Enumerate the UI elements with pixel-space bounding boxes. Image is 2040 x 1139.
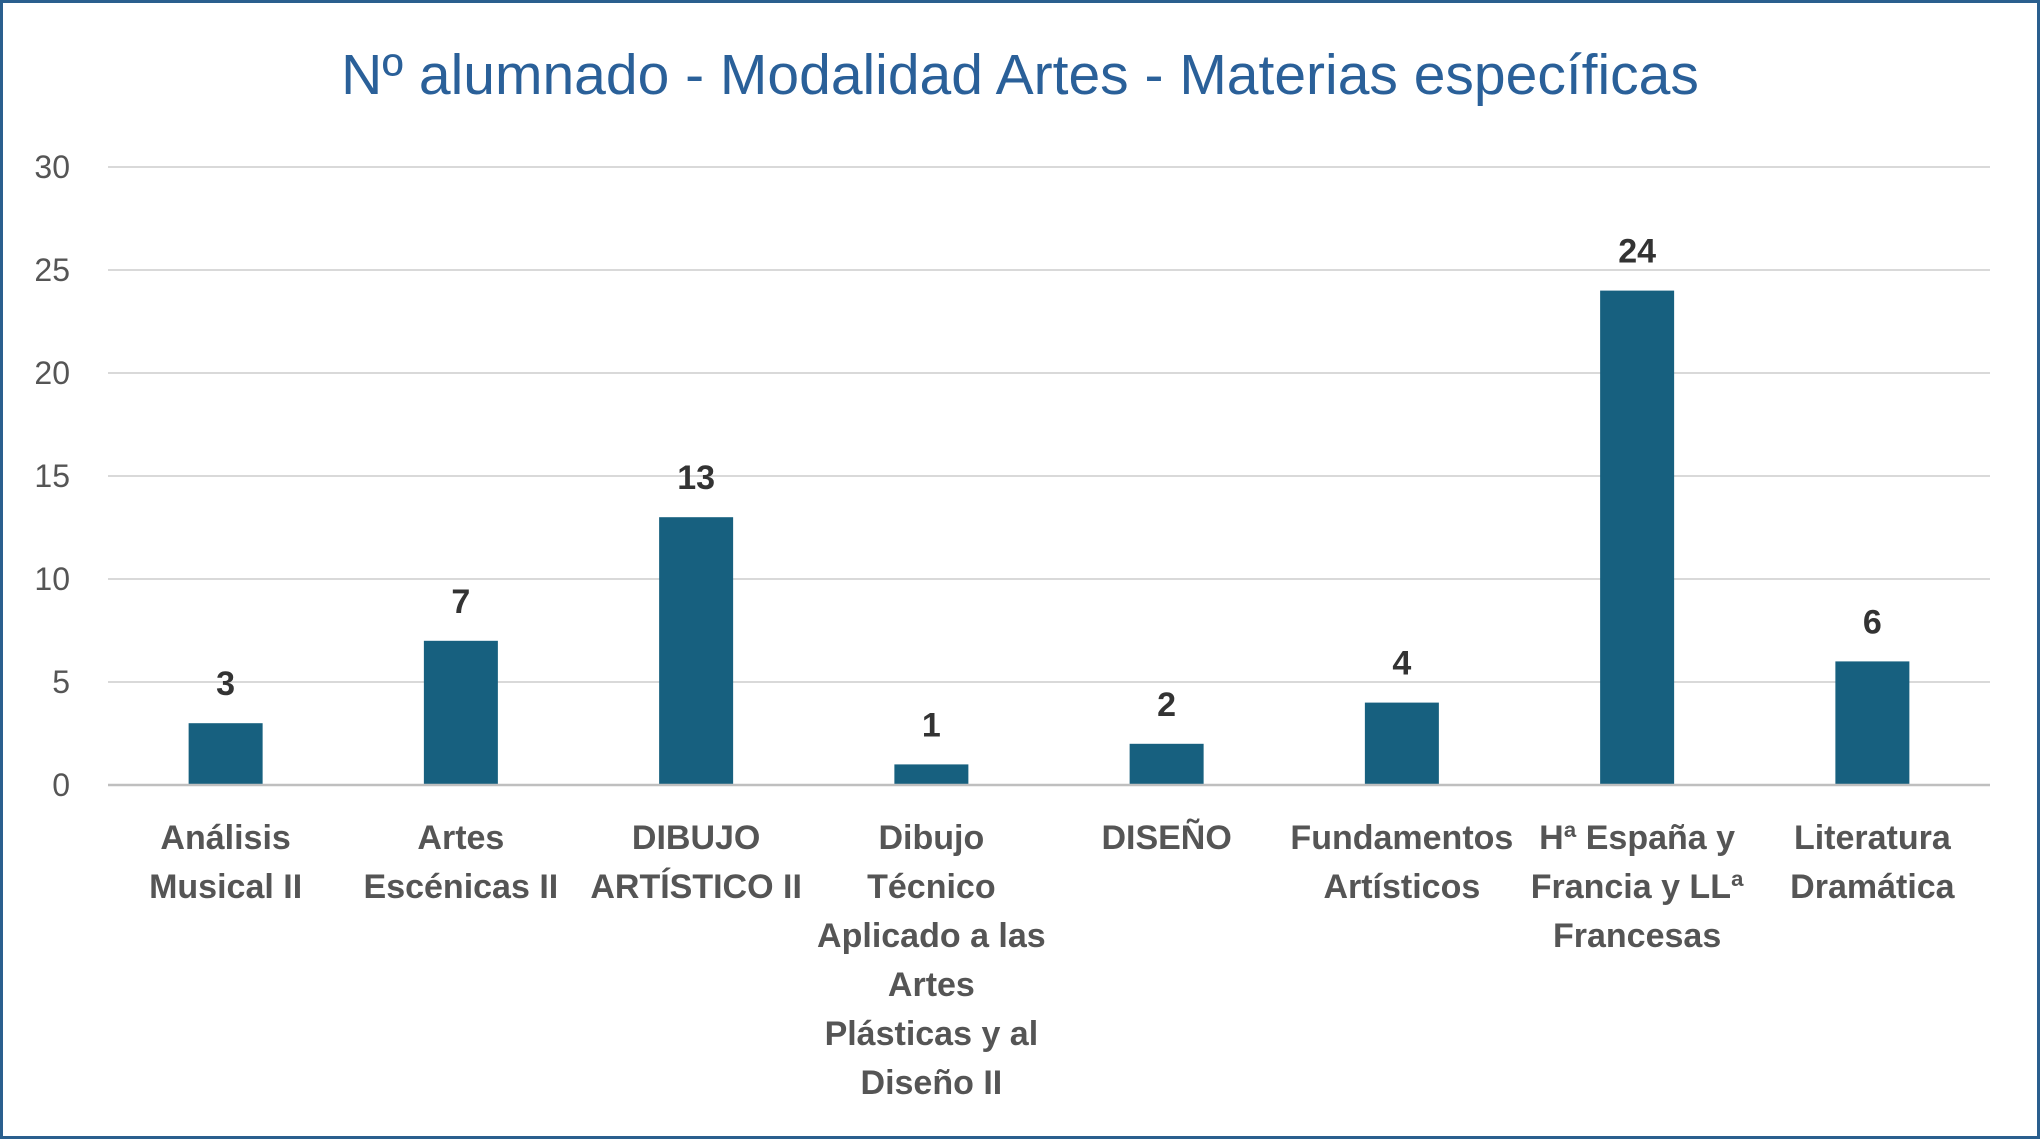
x-tick-label-line: Técnico bbox=[867, 868, 995, 906]
bar bbox=[188, 723, 263, 785]
x-tick-label-line: Análisis bbox=[160, 819, 290, 857]
x-tick-label: Dibujo Técnico Aplicado a las Artes Plástica… bbox=[817, 819, 1046, 1102]
y-tick-label: 5 bbox=[52, 664, 70, 700]
x-tick-label-line: Aplicado a las bbox=[817, 917, 1046, 955]
bar bbox=[659, 517, 734, 785]
x-tick-label-line: DISEÑO bbox=[1101, 819, 1231, 857]
x-tick-label-line: Artes bbox=[417, 819, 504, 857]
bar bbox=[894, 764, 969, 785]
bar bbox=[1835, 661, 1910, 785]
x-tick-label-line: Musical II bbox=[149, 868, 302, 906]
bar bbox=[1364, 702, 1439, 785]
data-label: 2 bbox=[1157, 686, 1176, 724]
x-tick-label: Análisis Musical II bbox=[149, 819, 302, 906]
x-tick-label-line: Plásticas y al bbox=[825, 1015, 1039, 1053]
y-tick-label: 10 bbox=[34, 561, 70, 597]
data-label: 13 bbox=[677, 459, 715, 497]
data-label: 3 bbox=[216, 665, 235, 703]
bar bbox=[1600, 290, 1675, 785]
y-axis-ticks: 0 5 10 15 20 25 30 bbox=[34, 149, 70, 803]
x-tick-label: Hª España y Francia y LLª Francesas bbox=[1531, 819, 1744, 955]
bar bbox=[423, 640, 498, 785]
x-tick-label: Literatura Dramática bbox=[1790, 819, 1956, 906]
y-tick-label: 0 bbox=[52, 767, 70, 803]
y-tick-label: 25 bbox=[34, 252, 70, 288]
bars bbox=[188, 290, 1910, 785]
x-tick-label-line: Dibujo bbox=[878, 819, 984, 857]
x-tick-label-line: Dramática bbox=[1790, 868, 1956, 906]
x-tick-label-line: ARTÍSTICO II bbox=[590, 868, 802, 906]
x-tick-label-line: Fundamentos bbox=[1290, 819, 1513, 857]
chart-title: Nº alumnado - Modalidad Artes - Materias… bbox=[341, 43, 1699, 107]
bar bbox=[1129, 743, 1204, 785]
y-tick-label: 15 bbox=[34, 458, 70, 494]
x-tick-label-line: Francia y LLª bbox=[1531, 868, 1744, 906]
x-axis-ticks: Análisis Musical II Artes Escénicas II DIBUJ… bbox=[149, 819, 1956, 1102]
x-tick-label-line: Escénicas II bbox=[364, 868, 559, 906]
data-label: 7 bbox=[451, 583, 470, 621]
data-label: 6 bbox=[1863, 603, 1882, 641]
x-tick-label-line: Artísticos bbox=[1323, 868, 1480, 906]
x-tick-label: Artes Escénicas II bbox=[364, 819, 559, 906]
x-tick-label-line: DIBUJO bbox=[632, 819, 760, 857]
y-tick-label: 20 bbox=[34, 355, 70, 391]
data-label: 24 bbox=[1618, 233, 1656, 271]
y-tick-label: 30 bbox=[34, 149, 70, 185]
data-label: 4 bbox=[1392, 645, 1411, 683]
x-tick-label: Fundamentos Artísticos bbox=[1290, 819, 1513, 906]
gridlines bbox=[108, 166, 1990, 683]
x-tick-label-line: Francesas bbox=[1553, 917, 1721, 955]
x-tick-label-line: Hª España y bbox=[1539, 819, 1735, 857]
x-tick-label-line: Artes bbox=[888, 966, 975, 1004]
x-tick-label: DIBUJO ARTÍSTICO II bbox=[590, 819, 802, 906]
x-tick-label-line: Literatura bbox=[1794, 819, 1952, 857]
x-tick-label-line: Diseño II bbox=[861, 1064, 1003, 1102]
data-label: 1 bbox=[922, 706, 941, 744]
x-tick-label: DISEÑO bbox=[1101, 819, 1231, 857]
